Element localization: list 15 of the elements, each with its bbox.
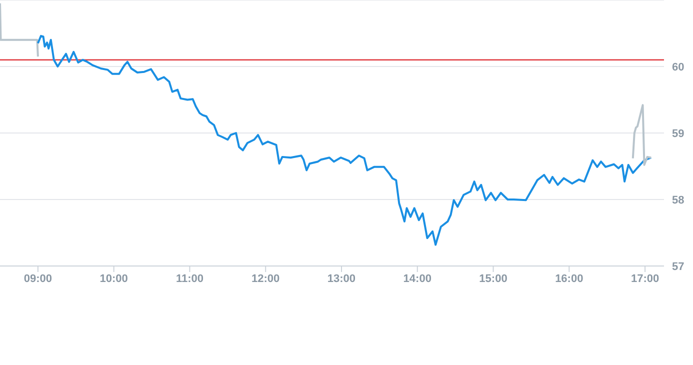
line-series [632,104,652,166]
x-tick-label: 16:00 [555,272,584,285]
x-tick-label: 12:00 [252,272,280,285]
y-tick-label: 58 [672,194,684,206]
y-tick-label: 59 [672,128,684,140]
line-series [36,34,652,246]
x-tick-label: 09:00 [24,272,52,285]
x-tick-label: 14:00 [403,272,432,285]
y-tick-label: 60 [672,61,684,74]
x-tick-label: 10:00 [100,272,128,285]
x-tick-label: 11:00 [176,272,204,285]
x-tick-label: 13:00 [327,272,356,285]
x-tick-label: 17:00 [630,272,660,285]
x-tick-label: 15:00 [479,272,508,285]
y-tick-label: 57 [672,260,684,273]
